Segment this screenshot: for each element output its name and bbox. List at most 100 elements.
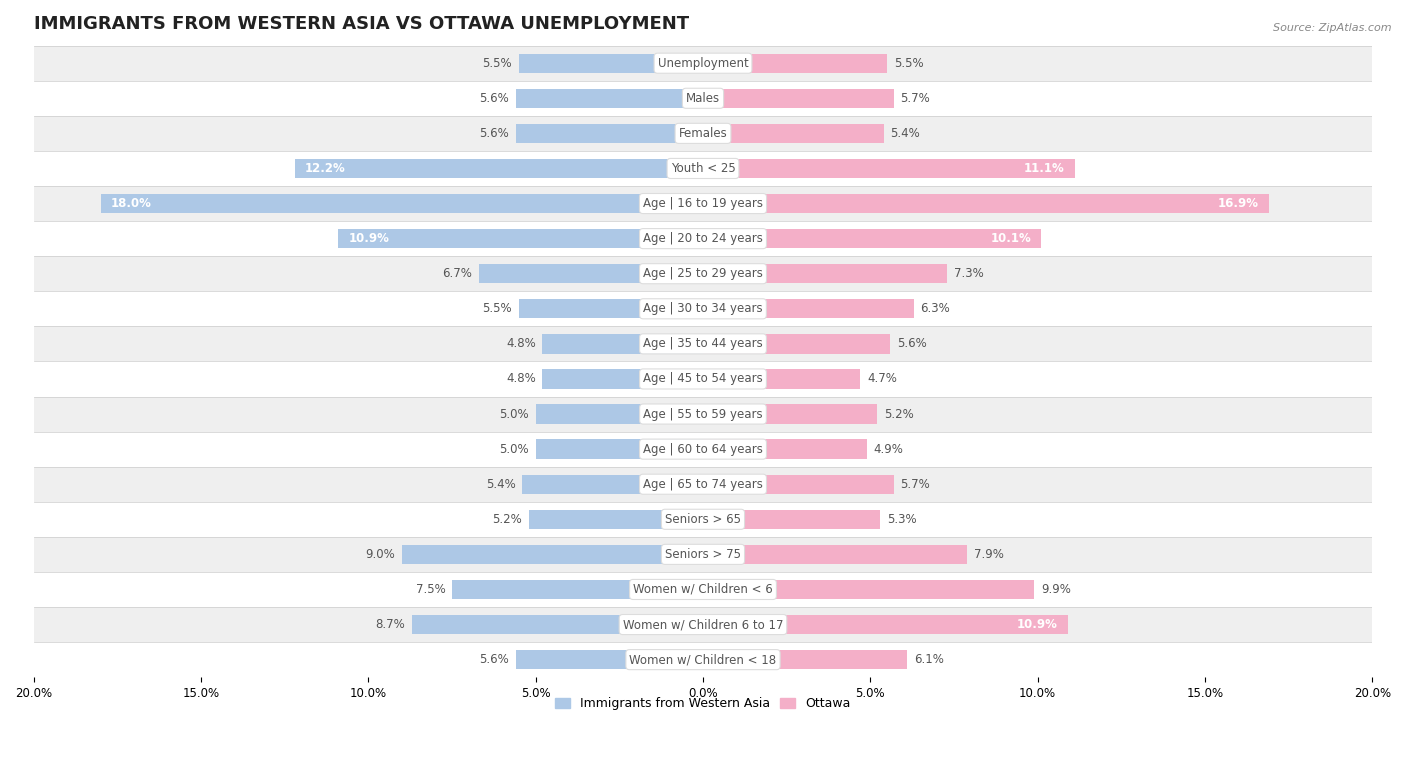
Bar — [703, 194, 1268, 213]
Bar — [34, 221, 1372, 256]
Text: Seniors > 65: Seniors > 65 — [665, 512, 741, 526]
Text: 5.6%: 5.6% — [479, 127, 509, 140]
Bar — [34, 116, 1372, 151]
Text: Age | 30 to 34 years: Age | 30 to 34 years — [643, 302, 763, 316]
Text: 5.5%: 5.5% — [482, 302, 512, 316]
Text: Age | 16 to 19 years: Age | 16 to 19 years — [643, 197, 763, 210]
Text: Youth < 25: Youth < 25 — [671, 162, 735, 175]
Text: 7.9%: 7.9% — [974, 548, 1004, 561]
Bar — [34, 151, 1372, 186]
Text: 6.1%: 6.1% — [914, 653, 943, 666]
Bar — [703, 299, 914, 319]
Bar — [543, 369, 703, 388]
Text: 5.3%: 5.3% — [887, 512, 917, 526]
Bar — [703, 650, 907, 669]
Text: 6.3%: 6.3% — [921, 302, 950, 316]
Bar — [34, 572, 1372, 607]
Text: 5.0%: 5.0% — [499, 407, 529, 421]
Text: Age | 25 to 29 years: Age | 25 to 29 years — [643, 267, 763, 280]
Bar — [34, 256, 1372, 291]
Text: 5.6%: 5.6% — [897, 338, 927, 350]
Bar — [703, 264, 948, 283]
Bar — [703, 159, 1074, 178]
Bar — [412, 615, 703, 634]
Bar — [34, 45, 1372, 81]
Bar — [451, 580, 703, 599]
Bar — [536, 440, 703, 459]
Bar — [703, 54, 887, 73]
Text: 5.2%: 5.2% — [492, 512, 522, 526]
Text: Age | 20 to 24 years: Age | 20 to 24 years — [643, 232, 763, 245]
Bar — [34, 502, 1372, 537]
Text: IMMIGRANTS FROM WESTERN ASIA VS OTTAWA UNEMPLOYMENT: IMMIGRANTS FROM WESTERN ASIA VS OTTAWA U… — [34, 15, 689, 33]
Bar — [34, 537, 1372, 572]
Text: 5.5%: 5.5% — [894, 57, 924, 70]
Bar — [703, 229, 1040, 248]
Bar — [34, 186, 1372, 221]
Bar — [516, 89, 703, 108]
Text: 18.0%: 18.0% — [111, 197, 152, 210]
Text: 9.9%: 9.9% — [1040, 583, 1071, 596]
Bar — [543, 335, 703, 354]
Legend: Immigrants from Western Asia, Ottawa: Immigrants from Western Asia, Ottawa — [550, 692, 856, 715]
Bar — [34, 607, 1372, 642]
Bar — [478, 264, 703, 283]
Text: Age | 60 to 64 years: Age | 60 to 64 years — [643, 443, 763, 456]
Bar — [100, 194, 703, 213]
Text: 4.8%: 4.8% — [506, 372, 536, 385]
Text: 5.4%: 5.4% — [890, 127, 920, 140]
Bar — [516, 650, 703, 669]
Bar — [703, 509, 880, 529]
Bar — [34, 642, 1372, 678]
Bar — [703, 335, 890, 354]
Bar — [34, 291, 1372, 326]
Bar — [703, 89, 894, 108]
Text: Age | 65 to 74 years: Age | 65 to 74 years — [643, 478, 763, 491]
Text: 10.9%: 10.9% — [349, 232, 389, 245]
Bar — [536, 404, 703, 424]
Text: 5.7%: 5.7% — [900, 92, 931, 104]
Text: Age | 55 to 59 years: Age | 55 to 59 years — [643, 407, 763, 421]
Text: 5.6%: 5.6% — [479, 653, 509, 666]
Text: Source: ZipAtlas.com: Source: ZipAtlas.com — [1274, 23, 1392, 33]
Text: 8.7%: 8.7% — [375, 618, 405, 631]
Bar — [703, 123, 884, 143]
Text: 10.9%: 10.9% — [1017, 618, 1057, 631]
Text: Women w/ Children 6 to 17: Women w/ Children 6 to 17 — [623, 618, 783, 631]
Text: 5.7%: 5.7% — [900, 478, 931, 491]
Text: Unemployment: Unemployment — [658, 57, 748, 70]
Bar — [519, 299, 703, 319]
Bar — [34, 431, 1372, 466]
Bar — [402, 545, 703, 564]
Bar — [519, 54, 703, 73]
Text: Women w/ Children < 6: Women w/ Children < 6 — [633, 583, 773, 596]
Bar — [703, 580, 1035, 599]
Bar — [516, 123, 703, 143]
Text: 12.2%: 12.2% — [305, 162, 346, 175]
Text: 9.0%: 9.0% — [366, 548, 395, 561]
Bar — [34, 326, 1372, 361]
Text: 5.4%: 5.4% — [486, 478, 516, 491]
Text: 4.7%: 4.7% — [868, 372, 897, 385]
Bar — [34, 397, 1372, 431]
Text: 4.9%: 4.9% — [873, 443, 904, 456]
Bar — [34, 361, 1372, 397]
Bar — [295, 159, 703, 178]
Text: 5.0%: 5.0% — [499, 443, 529, 456]
Text: Females: Females — [679, 127, 727, 140]
Text: 5.5%: 5.5% — [482, 57, 512, 70]
Text: Age | 35 to 44 years: Age | 35 to 44 years — [643, 338, 763, 350]
Bar — [703, 440, 868, 459]
Bar — [34, 466, 1372, 502]
Text: Seniors > 75: Seniors > 75 — [665, 548, 741, 561]
Text: 5.6%: 5.6% — [479, 92, 509, 104]
Bar — [703, 475, 894, 494]
Text: 16.9%: 16.9% — [1218, 197, 1258, 210]
Text: 5.2%: 5.2% — [884, 407, 914, 421]
Bar — [339, 229, 703, 248]
Text: 6.7%: 6.7% — [441, 267, 472, 280]
Bar — [529, 509, 703, 529]
Text: 10.1%: 10.1% — [990, 232, 1031, 245]
Bar — [703, 404, 877, 424]
Text: 11.1%: 11.1% — [1024, 162, 1064, 175]
